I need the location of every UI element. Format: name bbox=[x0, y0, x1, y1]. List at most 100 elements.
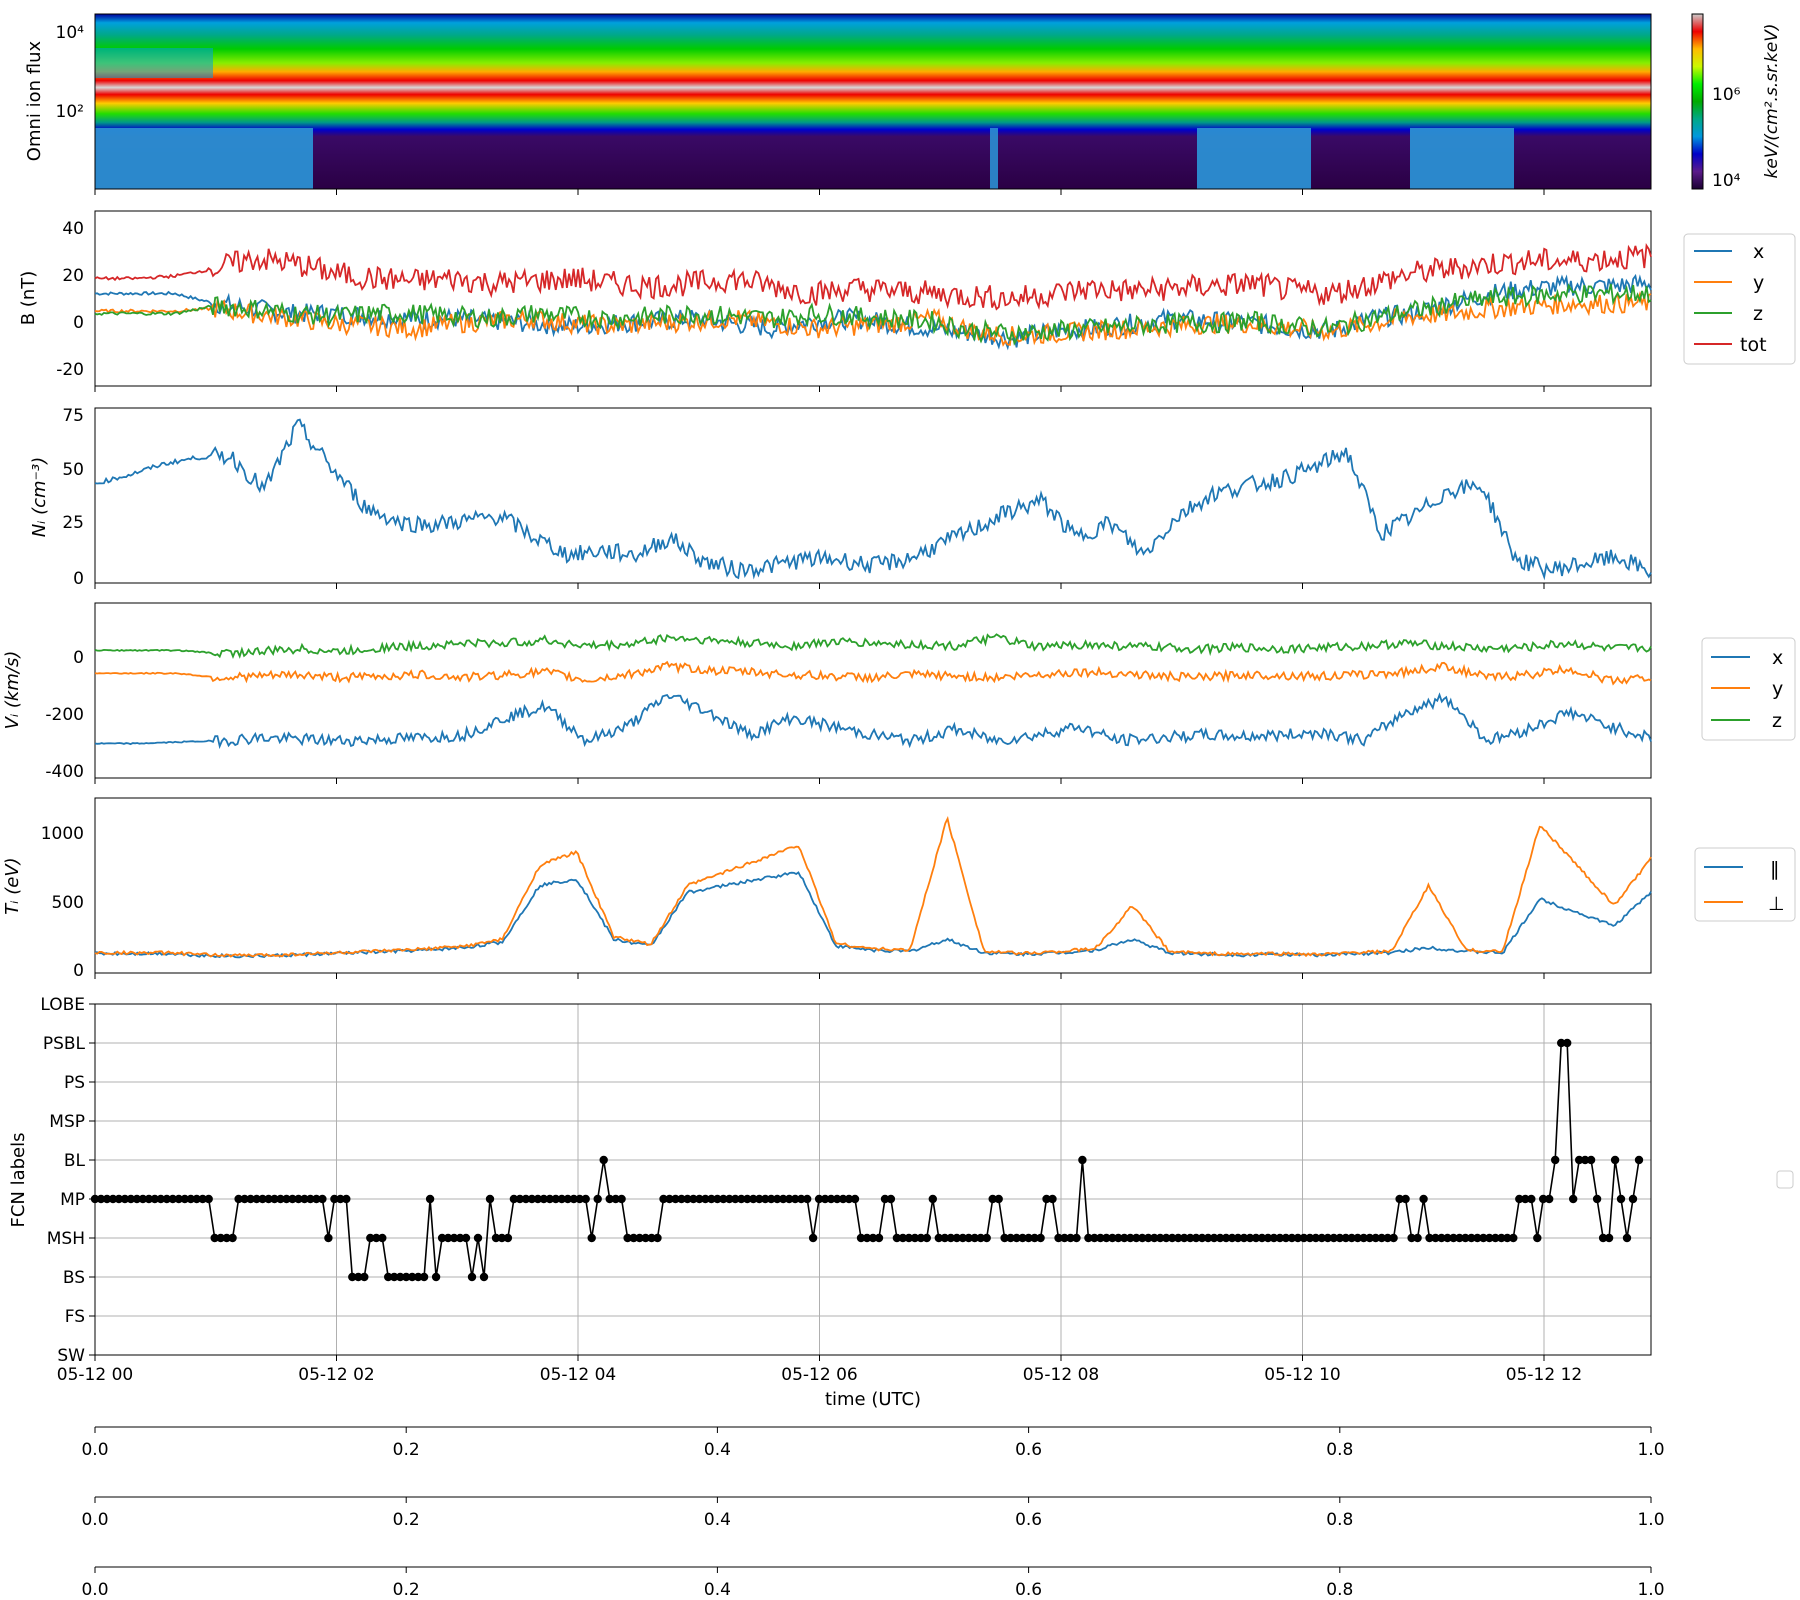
ti-frame bbox=[94, 797, 1652, 974]
fcn-label-point bbox=[623, 1233, 632, 1243]
empty-axis-3-tick-label: 0.4 bbox=[704, 1580, 731, 1600]
fcn-label-point bbox=[1413, 1233, 1422, 1243]
fcn-label-point bbox=[1497, 1233, 1506, 1243]
empty-axis-1-tick-label: 0.0 bbox=[81, 1440, 108, 1460]
ni-frame bbox=[94, 407, 1652, 584]
fcn-label-point bbox=[922, 1233, 931, 1243]
b-ytick-40: 40 bbox=[62, 219, 84, 239]
fcn-label-point bbox=[300, 1194, 309, 1204]
fcn-label-point bbox=[767, 1194, 776, 1204]
fcn-label-point bbox=[671, 1194, 680, 1204]
fcn-label-point bbox=[844, 1194, 854, 1204]
fcn-label-point bbox=[1527, 1194, 1536, 1204]
fcn-label-point bbox=[138, 1194, 148, 1204]
fcn-label-point bbox=[294, 1194, 303, 1204]
ti-ytick-1000: 1000 bbox=[41, 824, 84, 844]
fcn-label-point bbox=[216, 1233, 225, 1243]
spectrogram-low-energy-band-gap-3 bbox=[1410, 128, 1514, 189]
fcn-label-point bbox=[276, 1194, 285, 1204]
b-plot-area bbox=[94, 242, 1652, 351]
fcn-label-point bbox=[605, 1194, 614, 1204]
colorbar-label: keV/(cm².s.sr.keV) bbox=[1762, 24, 1782, 179]
series-line-b-z bbox=[94, 283, 1652, 346]
fcn-label-point bbox=[312, 1194, 321, 1204]
fcn-label-point bbox=[994, 1194, 1003, 1204]
fcn-label-point bbox=[1209, 1233, 1219, 1243]
fcn-label-point bbox=[862, 1233, 872, 1243]
fcn-label-point bbox=[1054, 1233, 1063, 1243]
fcn-label-point bbox=[180, 1194, 189, 1204]
fcn-ytick-label: SW bbox=[57, 1346, 85, 1366]
fcn-label-point bbox=[372, 1233, 381, 1243]
fcn-label-point bbox=[455, 1233, 465, 1243]
fcn-label-point bbox=[198, 1194, 207, 1204]
fcn-label-point bbox=[1509, 1233, 1518, 1243]
empty-axis-3-tick-label: 1.0 bbox=[1637, 1580, 1664, 1600]
fcn-label-point bbox=[946, 1233, 955, 1243]
fcn-label-point bbox=[378, 1233, 387, 1243]
fcn-label-point bbox=[150, 1194, 159, 1204]
fcn-frame bbox=[94, 1003, 1652, 1356]
fcn-label-point bbox=[743, 1194, 752, 1204]
fcn-label-point bbox=[1084, 1233, 1093, 1243]
fcn-label-point bbox=[551, 1194, 560, 1204]
fcn-label-point bbox=[162, 1194, 171, 1204]
spec-ytick-hi: 10⁴ bbox=[56, 23, 85, 43]
fcn-label-point bbox=[1461, 1233, 1470, 1243]
fcn-label-point bbox=[1150, 1233, 1159, 1243]
fcn-label-point bbox=[755, 1194, 764, 1204]
fcn-xtick-label: 05-12 04 bbox=[540, 1365, 616, 1385]
fcn-label-point bbox=[348, 1272, 357, 1282]
fcn-label-point bbox=[1245, 1233, 1255, 1243]
fcn-label-point bbox=[1604, 1233, 1614, 1243]
fcn-label-point bbox=[192, 1194, 201, 1204]
b-ytick-neg20: -20 bbox=[56, 360, 84, 380]
fcn-label-point bbox=[1323, 1233, 1333, 1243]
fcn-xtick-label: 05-12 00 bbox=[57, 1365, 133, 1385]
spectrogram-image bbox=[95, 14, 1651, 189]
fcn-label-point bbox=[539, 1194, 548, 1204]
fcn-label-point bbox=[1569, 1194, 1578, 1204]
fcn-label-point bbox=[306, 1194, 315, 1204]
fcn-label-point bbox=[1515, 1194, 1524, 1204]
fcn-label-point bbox=[797, 1194, 806, 1204]
b-ytick-0: 0 bbox=[73, 313, 84, 333]
fcn-label-point bbox=[1545, 1194, 1554, 1204]
fcn-label-point bbox=[647, 1233, 656, 1243]
fcn-label-point bbox=[719, 1194, 728, 1204]
fcn-label-point bbox=[1425, 1233, 1434, 1243]
ni-ytick-25: 25 bbox=[62, 513, 84, 533]
fcn-label-point bbox=[1479, 1233, 1488, 1243]
fcn-label-point bbox=[1048, 1194, 1057, 1204]
fcn-label-point bbox=[701, 1194, 710, 1204]
fcn-label-point bbox=[1389, 1233, 1398, 1243]
fcn-label-point bbox=[982, 1233, 991, 1243]
fcn-label-point bbox=[976, 1233, 985, 1243]
fcn-label-point bbox=[1275, 1233, 1285, 1243]
fcn-label-point bbox=[1042, 1194, 1051, 1204]
series-line-ni-n bbox=[94, 418, 1652, 581]
fcn-label-point bbox=[563, 1194, 572, 1204]
fcn-label-point bbox=[934, 1233, 943, 1243]
fcn-label-point bbox=[1269, 1233, 1279, 1243]
fcn-ylabel: FCN labels bbox=[8, 1132, 29, 1227]
b-ylabel: B (nT) bbox=[18, 271, 39, 326]
fcn-label-point bbox=[1449, 1233, 1458, 1243]
ti-ylabel: Tᵢ (eV) bbox=[2, 857, 23, 914]
fcn-label-point bbox=[1353, 1233, 1362, 1243]
ni-ytick-50: 50 bbox=[62, 460, 84, 480]
fcn-ytick-label: MSP bbox=[49, 1112, 85, 1132]
fcn-label-point bbox=[1299, 1233, 1309, 1243]
fcn-label-point bbox=[1521, 1194, 1530, 1204]
fcn-label-point bbox=[126, 1194, 136, 1204]
fcn-label-point bbox=[509, 1194, 519, 1204]
fcn-label-point bbox=[533, 1194, 543, 1204]
fcn-label-point bbox=[677, 1194, 686, 1204]
fcn-label-point bbox=[773, 1194, 782, 1204]
fcn-label-point bbox=[330, 1194, 339, 1204]
fcn-label-point bbox=[1227, 1233, 1237, 1243]
fcn-label-point bbox=[964, 1233, 973, 1243]
fcn-label-point bbox=[1377, 1233, 1386, 1243]
fcn-label-point bbox=[1072, 1233, 1081, 1243]
fcn-label-point bbox=[617, 1194, 626, 1204]
